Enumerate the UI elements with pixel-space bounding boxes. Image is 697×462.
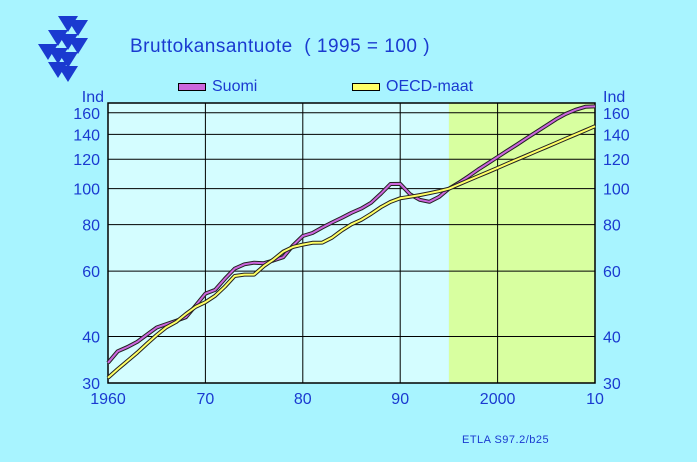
- plot-frame: [107, 102, 596, 384]
- legend-swatch-oecd: [352, 83, 380, 91]
- y-tick-label-left: 80: [82, 218, 100, 235]
- y-tick-label-left: 160: [73, 106, 100, 123]
- y-tick-label-right: 140: [603, 127, 630, 144]
- logo-triangle: [68, 38, 88, 54]
- source-credit: ETLA S97.2/b25: [462, 434, 550, 446]
- logo-triangle: [58, 66, 78, 82]
- logo-triangle: [58, 52, 78, 68]
- y-tick-label-right: 40: [603, 330, 621, 347]
- plot-area-forecast: [448, 103, 595, 383]
- y-tick-label-right: 80: [603, 218, 621, 235]
- x-tick-label: 80: [294, 391, 312, 408]
- y-tick-label-right: 30: [603, 376, 621, 393]
- y-tick-label-right: 100: [603, 182, 630, 199]
- legend-item-oecd: OECD-maat: [352, 78, 473, 96]
- x-tick-label: 90: [391, 391, 409, 408]
- y-axis-label-left: Ind: [82, 89, 104, 106]
- logo-triangle: [68, 20, 88, 36]
- y-tick-label-right: 120: [603, 152, 630, 169]
- y-tick-label-left: 140: [73, 127, 100, 144]
- plot-area-historical: [108, 103, 449, 383]
- chart-title: Bruttokansantuote ( 1995 = 100 ): [130, 36, 431, 57]
- x-tick-label: 10: [586, 391, 604, 408]
- legend-swatch-suomi: [178, 83, 206, 91]
- series-line-oecd: [107, 125, 596, 379]
- y-tick-label-left: 100: [73, 182, 100, 199]
- legend-label-suomi: Suomi: [212, 78, 258, 95]
- x-tick-label: 70: [197, 391, 215, 408]
- legend-label-oecd: OECD-maat: [386, 78, 474, 95]
- etla-logo-icon: [38, 16, 88, 82]
- y-tick-label-left: 40: [82, 330, 100, 347]
- x-tick-label: 1960: [90, 391, 126, 408]
- x-tick-label: 2000: [480, 391, 516, 408]
- y-tick-label-left: 60: [82, 264, 100, 281]
- y-tick-label-left: 120: [73, 152, 100, 169]
- y-tick-label-left: 30: [82, 376, 100, 393]
- y-tick-label-right: 60: [603, 264, 621, 281]
- y-axis-label-right: Ind: [603, 89, 625, 106]
- y-tick-label-right: 160: [603, 106, 630, 123]
- legend-item-suomi: Suomi: [178, 78, 257, 96]
